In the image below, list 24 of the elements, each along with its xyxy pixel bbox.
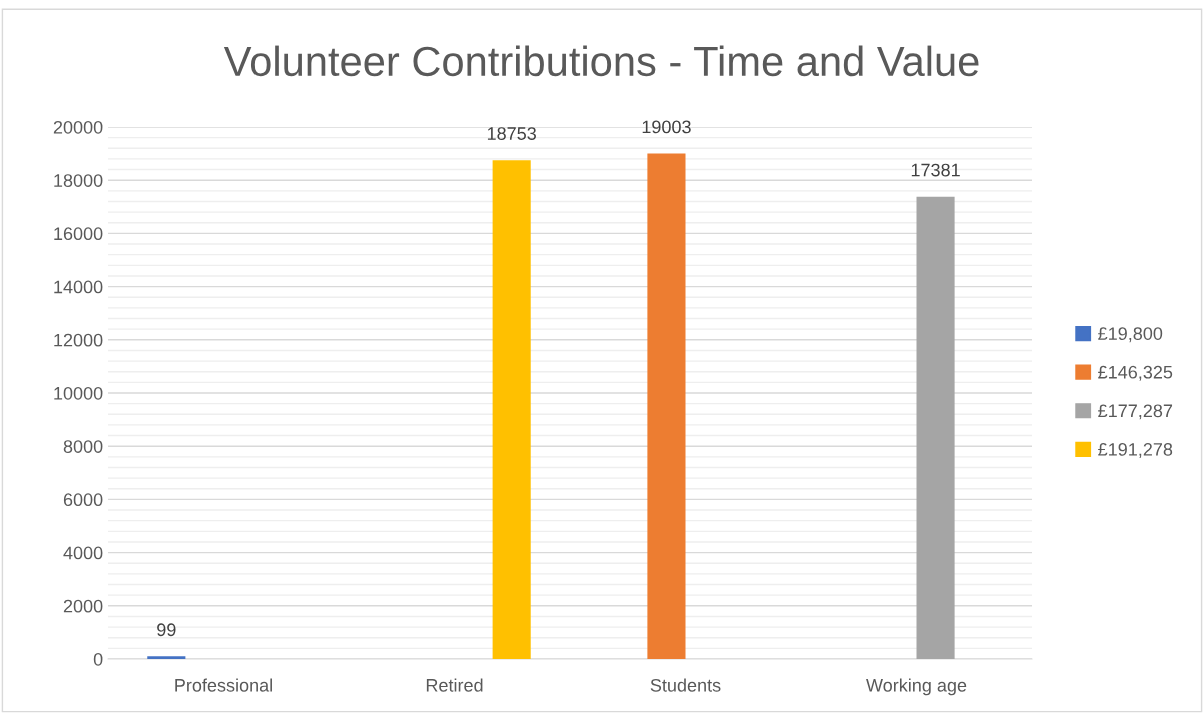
data-label: 19003 <box>642 120 691 134</box>
y-tick-label: 14000 <box>54 280 103 294</box>
x-tick-label: Working age <box>866 678 967 696</box>
legend-label: £191,278 <box>1098 443 1173 458</box>
legend-label: £177,287 <box>1098 404 1173 420</box>
y-tick-label: 20000 <box>53 120 103 134</box>
y-tick-label: 12000 <box>54 333 103 347</box>
y-tick-label: 4000 <box>63 546 103 560</box>
y-tick-label: 8000 <box>63 440 103 453</box>
legend-label: £19,800 <box>1098 327 1163 343</box>
x-tick-label: Retired <box>426 678 483 692</box>
x-tick-label: Students <box>650 678 721 692</box>
y-tick-label: 18000 <box>54 174 103 187</box>
data-label: 99 <box>157 623 176 637</box>
y-tick-label: 10000 <box>54 386 103 400</box>
data-label: 18753 <box>487 127 536 140</box>
y-tick-label: 2000 <box>63 599 103 613</box>
chart-title: Volunteer Contributions - Time and Value <box>223 45 979 77</box>
y-tick-label: 6000 <box>63 493 103 507</box>
data-label: 17381 <box>911 163 960 177</box>
y-tick-label: 0 <box>93 652 103 666</box>
y-tick-label: 16000 <box>54 227 103 241</box>
x-tick-label: Professional <box>175 678 272 692</box>
legend-label: £146,325 <box>1098 365 1173 381</box>
